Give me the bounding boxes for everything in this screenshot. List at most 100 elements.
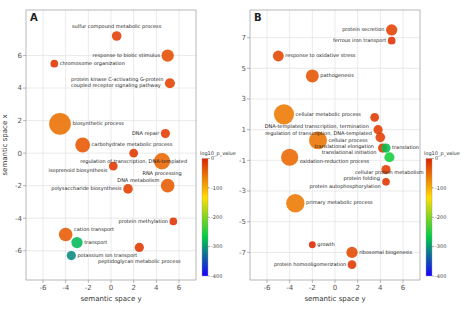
- data-label: protein homooligomerization: [274, 261, 346, 268]
- color-bar-tick-label: -300: [435, 243, 446, 249]
- tick-mark: [23, 153, 26, 154]
- data-label-line: polysaccharide biosynthesis: [51, 185, 122, 192]
- y-axis-label: semantic space x: [1, 114, 9, 175]
- bubble: [273, 51, 284, 62]
- color-bar-scale: [202, 159, 208, 277]
- plot-frame: [250, 10, 420, 280]
- color-bar-tick: [208, 187, 210, 188]
- panel-title: A: [30, 12, 38, 23]
- color-bar-tick: [432, 246, 434, 247]
- color-bar-tick-label: 0: [211, 155, 214, 161]
- chart-container: -6-4-20246-6-4-20246semantic space ysema…: [0, 0, 474, 309]
- tick-label: -7: [239, 249, 246, 257]
- labels: sulfur compound metabolic process respons…: [49, 23, 187, 265]
- bubble: [75, 138, 90, 153]
- tick-label: 6: [401, 284, 406, 292]
- panel: -6-4-20246-6-4-20246semantic space ysema…: [1, 10, 236, 303]
- data-label: protein methylation: [119, 218, 168, 225]
- data-label: DNA metabolism: [117, 177, 159, 183]
- tick-label: -4: [15, 215, 23, 223]
- tick-mark: [23, 88, 26, 89]
- grid-line: [250, 98, 420, 99]
- tick-mark: [247, 191, 250, 192]
- tick-label: 2: [355, 284, 359, 292]
- bubble: [161, 129, 170, 138]
- tick-mark: [247, 221, 250, 222]
- grid-line: [43, 10, 44, 280]
- tick-mark: [23, 120, 26, 121]
- plot-frame: [26, 10, 196, 280]
- data-label: protein kinase C-activating G-proteincou…: [71, 76, 163, 89]
- color-bar-tick-label: -100: [435, 185, 446, 191]
- data-label: cation transport: [74, 226, 114, 233]
- data-label-line: DNA metabolism: [117, 177, 159, 183]
- data-label: carbohydrate metabolic process: [92, 141, 173, 148]
- bubbles: [49, 31, 177, 260]
- tick-label: -2: [15, 182, 22, 190]
- tick-label: 6: [18, 52, 23, 60]
- tick-mark: [312, 280, 313, 283]
- tick-label: -3: [239, 187, 246, 195]
- color-bar-tick-label: -400: [435, 273, 446, 279]
- bubble: [281, 149, 298, 166]
- data-label: chromosome organization: [60, 60, 125, 67]
- data-label: transport: [84, 239, 107, 246]
- data-label-line: translation: [392, 144, 419, 150]
- data-label: cellular metabolic process: [296, 111, 362, 118]
- tick-mark: [267, 280, 268, 283]
- tick-mark: [247, 37, 250, 38]
- data-label-line: protein homooligomerization: [274, 261, 346, 268]
- color-bar-tick: [432, 158, 434, 159]
- data-label: DNA repair: [132, 130, 160, 137]
- tick-mark: [247, 129, 250, 130]
- data-label: ribosomal biogenesis: [359, 249, 412, 256]
- tick-label: 4: [154, 284, 159, 292]
- chart-root: -6-4-20246-6-4-20246semantic space ysema…: [0, 0, 474, 309]
- tick-label: 0: [109, 284, 113, 292]
- tick-mark: [88, 280, 89, 283]
- bubble: [376, 133, 386, 143]
- data-label-line: cellular metabolic process: [296, 111, 362, 118]
- bubble: [50, 60, 58, 68]
- color-bar-tick: [432, 276, 434, 277]
- data-label-line: isoprenoid biosynthesis: [49, 167, 108, 174]
- bubble: [346, 247, 357, 258]
- color-bar-tick: [208, 246, 210, 247]
- color-bar-tick-label: -100: [211, 185, 222, 191]
- data-label: polysaccharide biosynthesis: [51, 185, 122, 192]
- data-label: response to biotic stimulus: [93, 52, 161, 59]
- bubble: [169, 218, 177, 226]
- tick-label: 2: [131, 284, 135, 292]
- tick-label: -1: [239, 157, 246, 165]
- tick-mark: [133, 280, 134, 283]
- tick-mark: [23, 55, 26, 56]
- data-label: oxidation-reduction process: [300, 158, 370, 165]
- data-label: isoprenoid biosynthesis: [49, 167, 108, 174]
- bubble: [67, 251, 76, 260]
- bubble: [306, 69, 319, 82]
- tick-mark: [380, 280, 381, 283]
- tick-mark: [156, 280, 157, 283]
- color-bar-tick: [208, 276, 210, 277]
- bubble: [384, 152, 394, 162]
- bubble: [165, 78, 175, 88]
- data-label: peptidoglycan metabolic process: [98, 258, 181, 265]
- bubble: [382, 178, 390, 186]
- data-label: sulfur compound metabolic process: [72, 23, 162, 30]
- tick-label: 7: [242, 34, 246, 42]
- color-bar-tick-label: -200: [211, 214, 222, 220]
- tick-mark: [23, 185, 26, 186]
- bubble: [123, 184, 133, 194]
- data-label-line: protein secretion: [342, 26, 384, 33]
- color-bar-title: log10_p_value: [200, 150, 236, 157]
- bubble: [348, 260, 357, 269]
- grid-line: [250, 221, 420, 222]
- tick-mark: [65, 280, 66, 283]
- color-bar-tick-label: -300: [211, 243, 222, 249]
- data-label: protein autophosphorylation: [310, 183, 381, 190]
- panel-title: B: [254, 12, 262, 23]
- tick-label: 2: [18, 117, 22, 125]
- data-label: growth: [317, 241, 334, 248]
- data-label: translational initiation: [322, 149, 377, 155]
- data-label-line: translational initiation: [322, 149, 377, 155]
